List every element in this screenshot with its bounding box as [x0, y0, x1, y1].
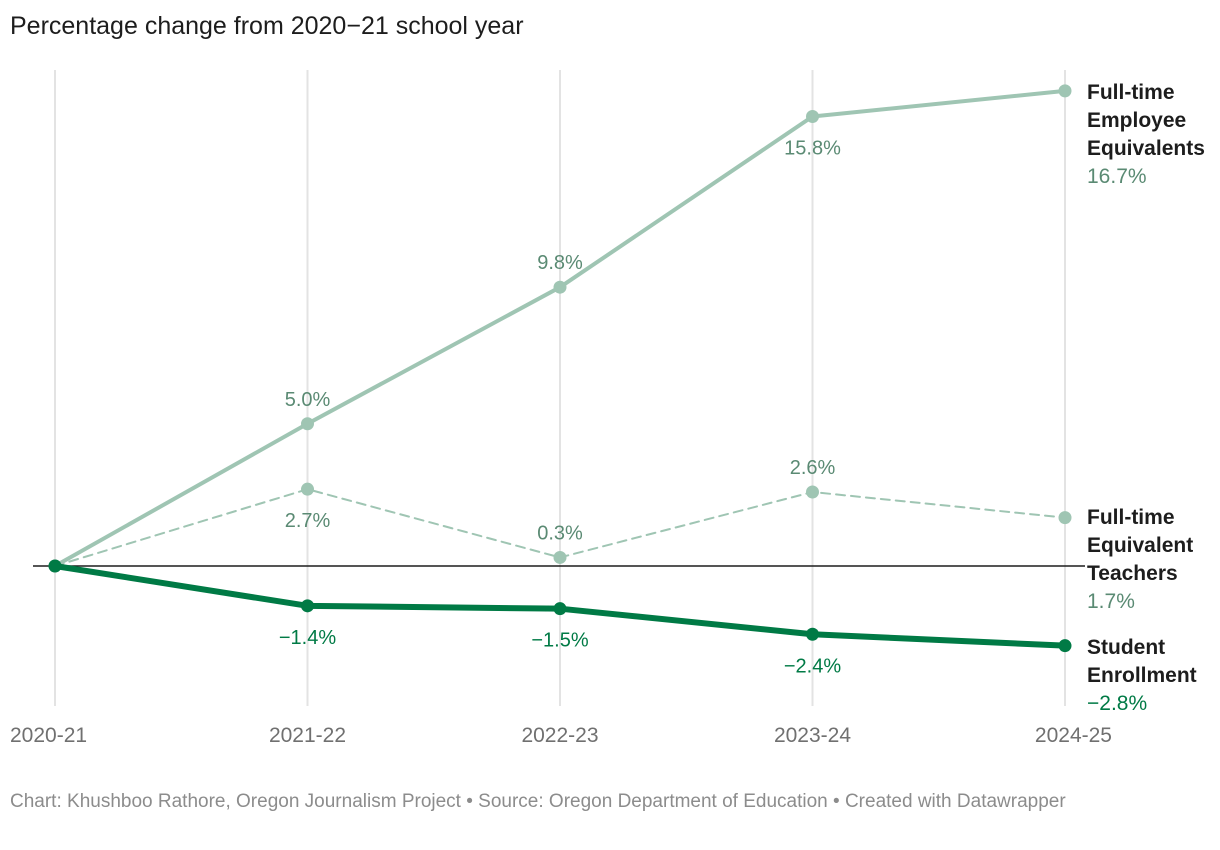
- series-name-label: Equivalent: [1087, 534, 1193, 557]
- data-label: 9.8%: [537, 252, 583, 274]
- data-label: 2.6%: [790, 457, 836, 479]
- x-tick-label: 2021-22: [269, 724, 346, 747]
- series-name-label: Enrollment: [1087, 664, 1197, 687]
- data-point: [48, 559, 62, 573]
- chart-footer-credits: Chart: Khushboo Rathore, Oregon Journali…: [10, 791, 1066, 812]
- data-label: 15.8%: [784, 137, 841, 159]
- x-tick-label: 2022-23: [521, 724, 598, 747]
- data-point: [301, 599, 314, 613]
- series-name-label: Equivalents: [1087, 137, 1205, 160]
- data-label: −2.4%: [784, 655, 841, 677]
- data-point: [301, 417, 314, 431]
- series-end-value: −2.8%: [1087, 692, 1147, 715]
- series-name-label: Full-time: [1087, 81, 1175, 104]
- data-point: [806, 109, 819, 123]
- data-label: −1.5%: [531, 630, 588, 652]
- chart-title: Percentage change from 2020−21 school ye…: [10, 12, 524, 40]
- series-end-value: 1.7%: [1087, 590, 1135, 613]
- data-point: [301, 482, 314, 496]
- data-point: [553, 280, 567, 294]
- data-label: 0.3%: [537, 522, 583, 544]
- data-point: [553, 550, 567, 564]
- data-point: [1058, 84, 1072, 98]
- series-name-label: Student: [1087, 636, 1165, 659]
- data-point: [1058, 511, 1072, 525]
- x-tick-label: 2024-25: [1035, 724, 1112, 747]
- data-point: [553, 602, 567, 616]
- series-name-label: Teachers: [1087, 562, 1178, 585]
- data-label: −1.4%: [279, 627, 336, 649]
- x-tick-label: 2020-21: [10, 724, 87, 747]
- series-name-label: Employee: [1087, 109, 1186, 132]
- series-name-label: Full-time: [1087, 506, 1175, 529]
- data-point: [1058, 639, 1072, 653]
- data-label: 5.0%: [285, 389, 331, 411]
- series-end-value: 16.7%: [1087, 165, 1147, 188]
- line-chart: 2020-21 2021-22 2022-23 2023-24 2024-25 5.0% 9…: [10, 70, 1205, 747]
- data-label: 2.7%: [285, 510, 331, 532]
- data-point: [806, 627, 819, 641]
- data-point: [806, 485, 819, 499]
- x-tick-label: 2023-24: [774, 724, 851, 747]
